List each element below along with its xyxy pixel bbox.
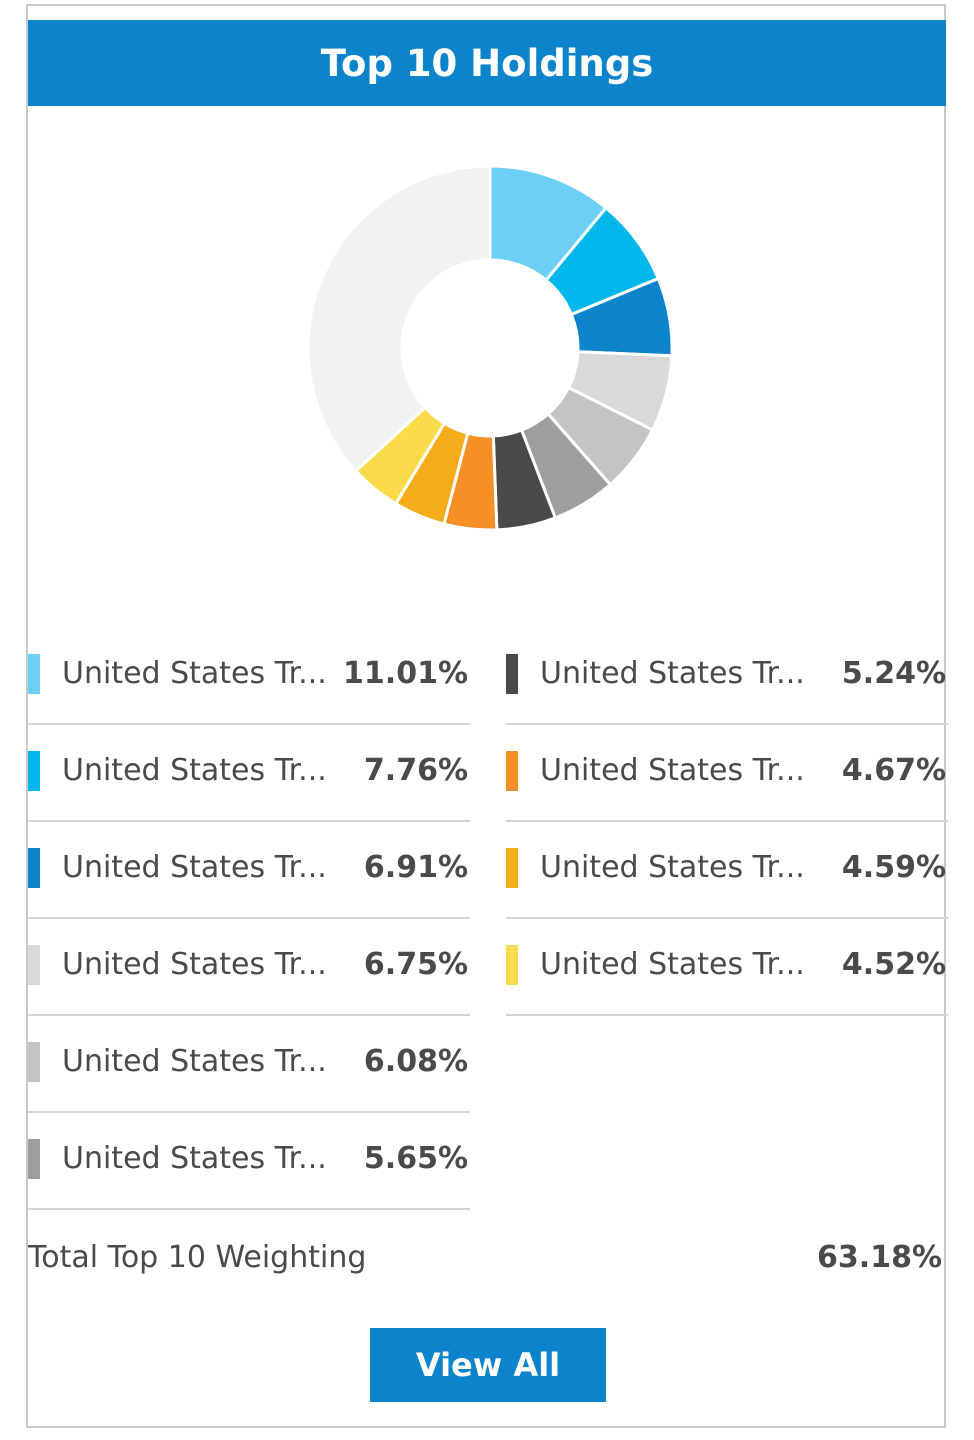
holding-weight: 5.24% — [841, 656, 946, 691]
view-all-label: View All — [415, 1346, 561, 1384]
holding-weight: 4.52% — [841, 947, 946, 982]
legend-left-column: United States Tr... 11.01% United States… — [28, 628, 470, 1210]
holding-name: United States Tr... — [540, 656, 805, 691]
legend-row: United States Tr... 6.08% — [28, 1016, 470, 1113]
legend-swatch — [28, 654, 40, 694]
holding-name: United States Tr... — [540, 850, 805, 885]
donut-remainder-slice — [306, 164, 492, 474]
holding-weight: 6.08% — [363, 1044, 468, 1079]
holding-weight: 5.65% — [363, 1141, 468, 1176]
holdings-donut-chart — [306, 164, 674, 532]
legend-swatch — [28, 848, 40, 888]
legend-row: United States Tr... 4.67% — [506, 725, 948, 822]
holding-weight: 7.76% — [363, 753, 468, 788]
total-weighting-label: Total Top 10 Weighting — [28, 1240, 367, 1275]
legend-swatch — [506, 945, 518, 985]
card-header: Top 10 Holdings — [28, 20, 946, 106]
holding-name: United States Tr... — [62, 850, 327, 885]
holding-name: United States Tr... — [540, 753, 805, 788]
legend-swatch — [506, 848, 518, 888]
holding-weight: 6.91% — [363, 850, 468, 885]
holding-weight: 6.75% — [363, 947, 468, 982]
holding-weight: 4.67% — [841, 753, 946, 788]
total-weighting-value: 63.18% — [817, 1240, 942, 1275]
legend-row: United States Tr... 6.75% — [28, 919, 470, 1016]
donut-svg — [306, 164, 674, 532]
legend-row: United States Tr... 5.24% — [506, 628, 948, 725]
legend-row: United States Tr... 7.76% — [28, 725, 470, 822]
legend-swatch — [506, 654, 518, 694]
legend-swatch — [506, 751, 518, 791]
donut-slice — [353, 405, 447, 506]
card-title: Top 10 Holdings — [320, 41, 654, 85]
holding-name: United States Tr... — [540, 947, 805, 982]
legend-row: United States Tr... 11.01% — [28, 628, 470, 725]
holding-name: United States Tr... — [62, 947, 327, 982]
legend-right-column: United States Tr... 5.24% United States … — [506, 628, 948, 1016]
legend-row: United States Tr... 4.52% — [506, 919, 948, 1016]
legend-swatch — [28, 751, 40, 791]
holding-weight: 11.01% — [343, 656, 468, 691]
view-all-button[interactable]: View All — [370, 1328, 606, 1402]
holding-weight: 4.59% — [841, 850, 946, 885]
holding-name: United States Tr... — [62, 656, 327, 691]
holding-name: United States Tr... — [62, 1044, 327, 1079]
legend-row: United States Tr... 4.59% — [506, 822, 948, 919]
legend-swatch — [28, 1139, 40, 1179]
holding-name: United States Tr... — [62, 753, 327, 788]
legend-swatch — [28, 945, 40, 985]
top-holdings-card: Top 10 Holdings United States Tr... 11.0… — [26, 4, 948, 1428]
legend-row: United States Tr... 6.91% — [28, 822, 470, 919]
legend-row: United States Tr... 5.65% — [28, 1113, 470, 1210]
legend-swatch — [28, 1042, 40, 1082]
holding-name: United States Tr... — [62, 1141, 327, 1176]
